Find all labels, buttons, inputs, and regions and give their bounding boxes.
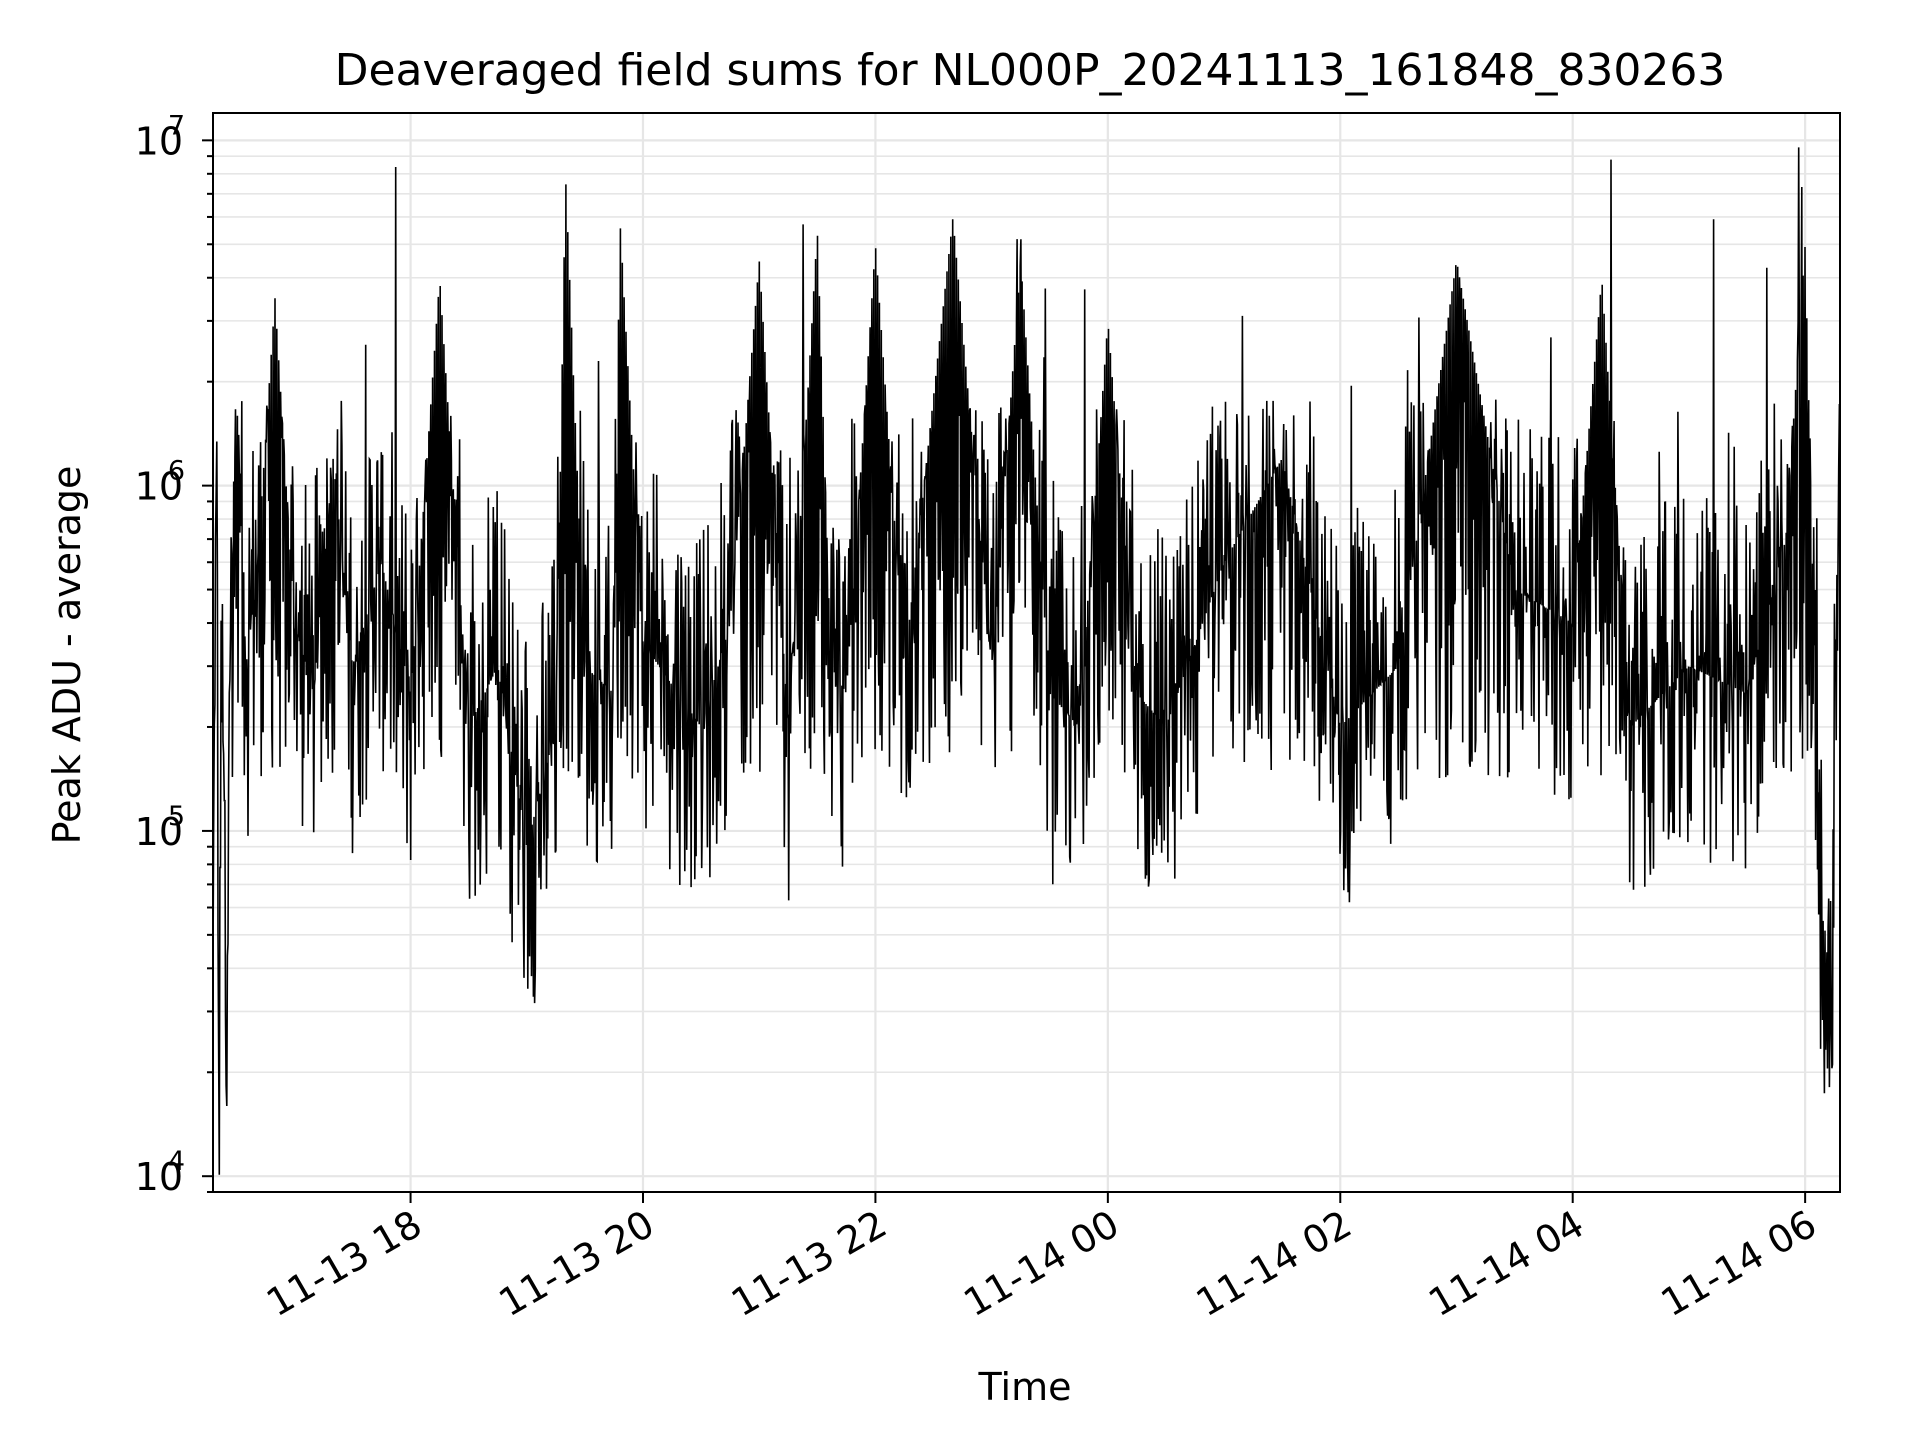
chart-title: Deaveraged field sums for NL000P_2024111… — [335, 45, 1726, 96]
x-axis-label: Time — [978, 1365, 1072, 1409]
y-tick-exponent: 4 — [168, 1146, 185, 1177]
y-tick-exponent: 7 — [168, 110, 185, 141]
y-tick-label: 10 — [135, 465, 183, 509]
series-line — [212, 147, 1841, 1175]
series-layer — [212, 147, 1841, 1175]
y-tick-label: 10 — [135, 1155, 183, 1199]
y-tick-exponent: 5 — [168, 801, 185, 832]
y-tick-exponent: 6 — [168, 456, 185, 487]
y-tick-label: 10 — [135, 810, 183, 854]
y-axis-label: Peak ADU - average — [45, 466, 89, 845]
plot-frame — [212, 112, 1841, 1193]
y-tick-label: 10 — [135, 119, 183, 163]
